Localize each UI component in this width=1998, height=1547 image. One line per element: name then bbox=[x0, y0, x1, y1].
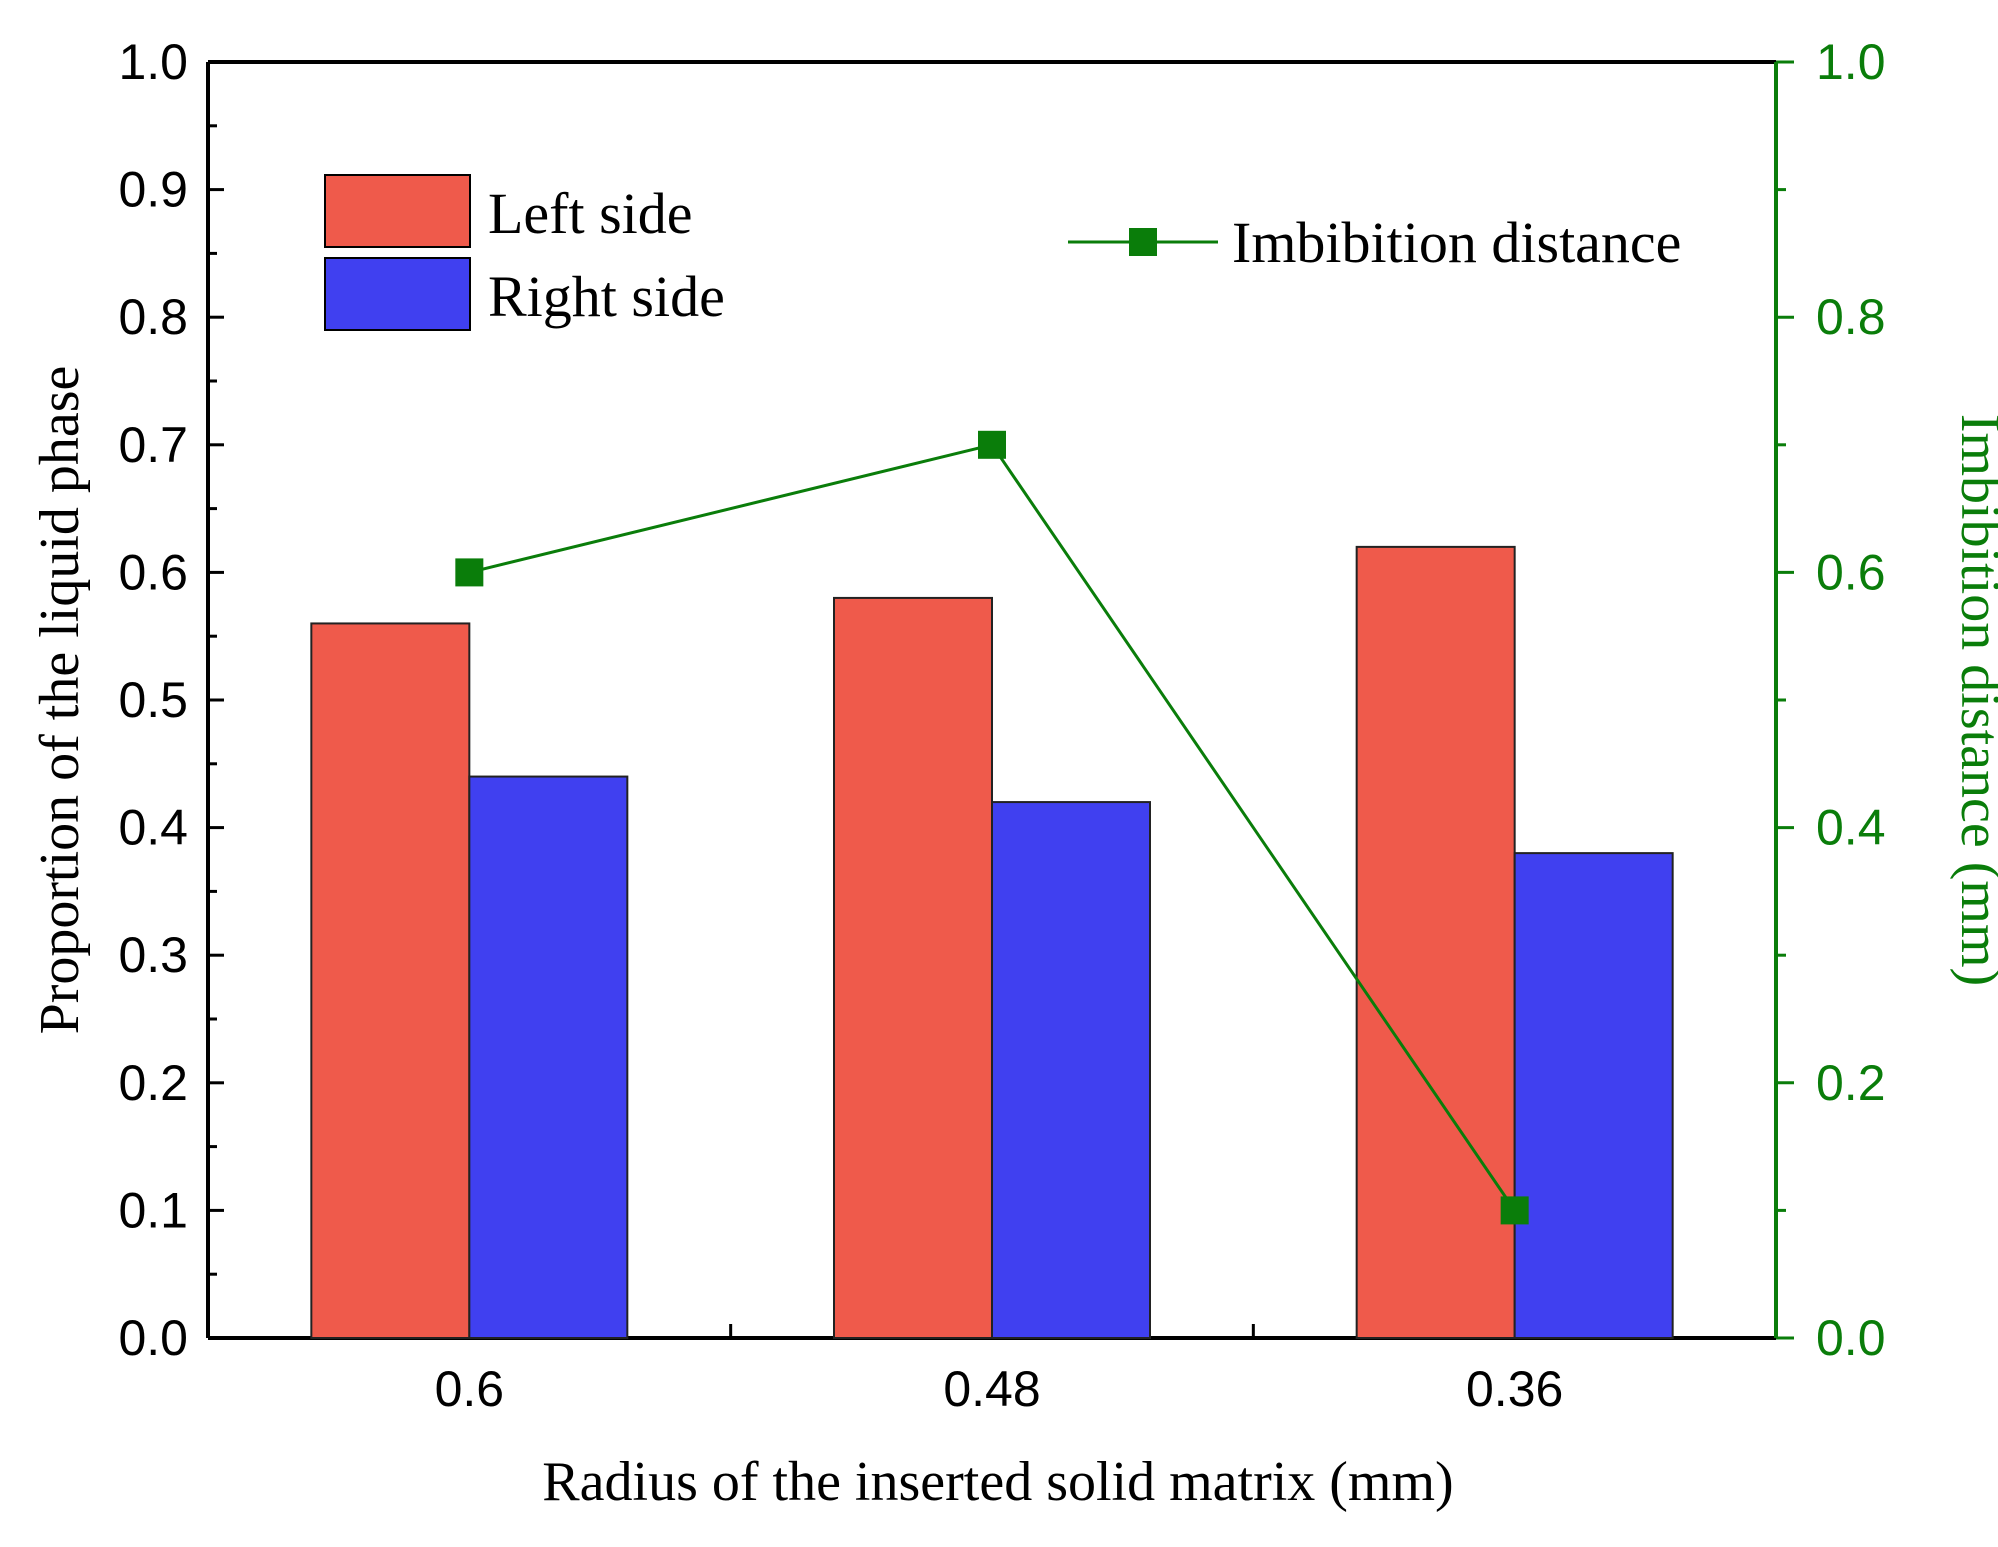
x-axis: 0.6 0.48 0.36 bbox=[435, 1324, 1563, 1417]
imbibition-marker bbox=[1500, 1196, 1529, 1225]
y2-tick-label: 0.0 bbox=[1816, 1310, 1886, 1366]
y-tick-label: 0.0 bbox=[118, 1310, 188, 1366]
legend-marker-imbibition bbox=[1129, 228, 1157, 256]
y-tick-label: 0.5 bbox=[118, 672, 188, 728]
imbibition-marker bbox=[455, 558, 484, 587]
y2-tick-label: 0.8 bbox=[1816, 289, 1886, 345]
y-tick-label: 1.0 bbox=[118, 34, 188, 90]
y-tick-label: 0.8 bbox=[118, 289, 188, 345]
y2-tick-label: 0.4 bbox=[1816, 800, 1886, 856]
bar-right-side bbox=[468, 775, 629, 1339]
y2-tick-label: 1.0 bbox=[1816, 34, 1886, 90]
legend-bars: Left side Right side bbox=[324, 174, 725, 331]
legend-label-right-side: Right side bbox=[488, 264, 725, 329]
bar-group bbox=[310, 545, 1674, 1339]
y-axis-title: Proportion of the liquid phase bbox=[29, 366, 91, 1035]
bar-left-side bbox=[833, 596, 993, 1339]
legend-label-imbibition-distance: Imbibition distance bbox=[1232, 210, 1681, 275]
y-tick-label: 0.7 bbox=[118, 417, 188, 473]
y-tick-label: 0.9 bbox=[118, 162, 188, 218]
y-tick-label: 0.6 bbox=[118, 544, 188, 600]
legend-swatch-left-side bbox=[324, 174, 471, 248]
y2-tick-label: 0.6 bbox=[1816, 544, 1886, 600]
bar-left-side bbox=[310, 622, 471, 1339]
legend-line: Imbibition distance bbox=[1068, 210, 1681, 275]
x-tick-label: 0.36 bbox=[1466, 1361, 1563, 1417]
y-axis-left: 0.0 0.1 0.2 0.3 0.4 0.5 0.6 0.7 0.8 0.9 1.0 bbox=[118, 34, 224, 1366]
y2-tick-label: 0.2 bbox=[1816, 1055, 1886, 1111]
legend-label-left-side: Left side bbox=[488, 181, 693, 246]
bar-right-side bbox=[1513, 852, 1674, 1339]
y-axis-right: 0.0 0.2 0.4 0.6 0.8 1.0 bbox=[1776, 34, 1886, 1366]
bar-left-side bbox=[1355, 545, 1516, 1339]
y-tick-label: 0.4 bbox=[118, 800, 188, 856]
legend-swatch-right-side bbox=[324, 257, 471, 331]
x-axis-title: Radius of the inserted solid matrix (mm) bbox=[542, 1451, 1453, 1513]
bar-right-side bbox=[991, 801, 1151, 1339]
y-tick-label: 0.2 bbox=[118, 1055, 188, 1111]
imbibition-marker bbox=[978, 430, 1006, 459]
y-tick-label: 0.1 bbox=[118, 1182, 188, 1238]
x-tick-label: 0.48 bbox=[943, 1361, 1040, 1417]
y-tick-label: 0.3 bbox=[118, 927, 188, 983]
line-series bbox=[455, 430, 1529, 1225]
y2-axis-title: Imbibition distance (mm) bbox=[1949, 414, 1998, 986]
x-tick-label: 0.6 bbox=[435, 1361, 505, 1417]
